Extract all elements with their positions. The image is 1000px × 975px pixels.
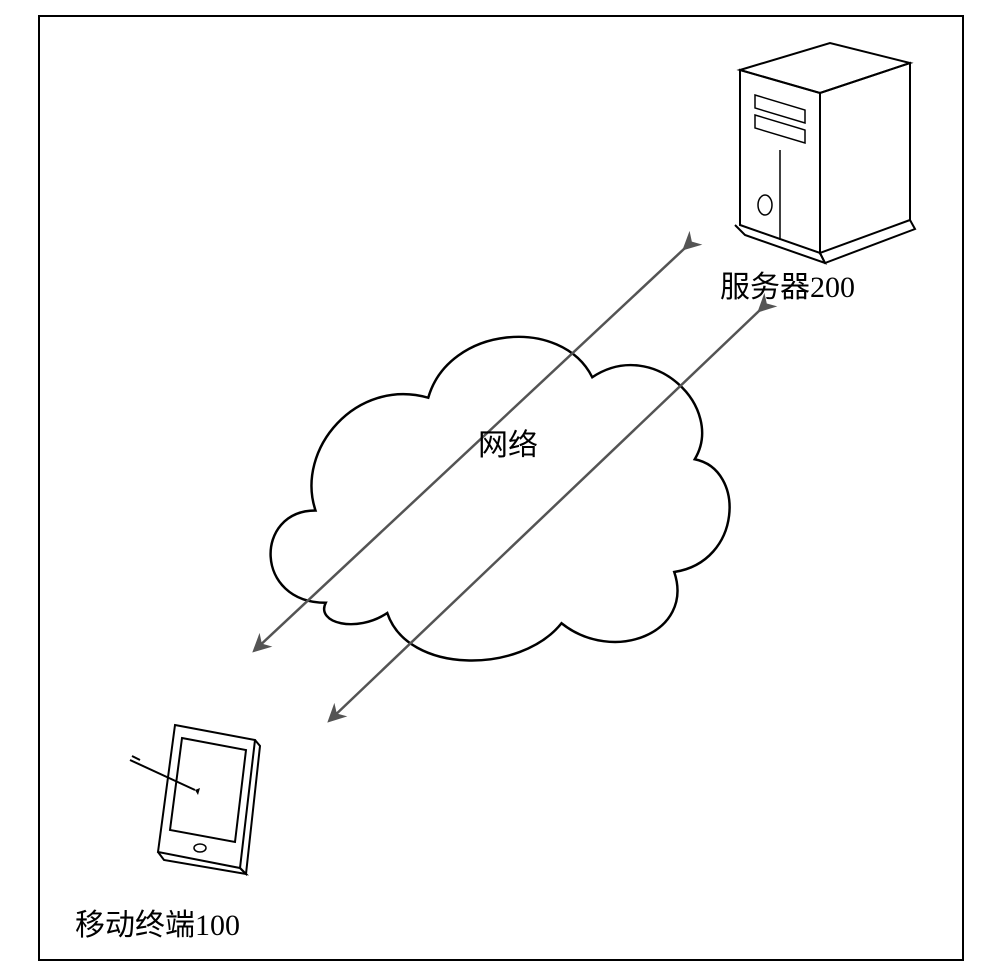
cloud-icon: [271, 337, 730, 661]
terminal-icon: [130, 725, 260, 874]
terminal-label: 移动终端100: [75, 900, 240, 944]
server-icon: [735, 43, 915, 263]
network-label: 网络: [478, 420, 538, 464]
server-label: 服务器200: [720, 262, 855, 306]
arrow-2: [330, 310, 760, 720]
diagram-svg: [0, 0, 1000, 975]
diagram-canvas: 服务器200 网络 移动终端100: [0, 0, 1000, 975]
